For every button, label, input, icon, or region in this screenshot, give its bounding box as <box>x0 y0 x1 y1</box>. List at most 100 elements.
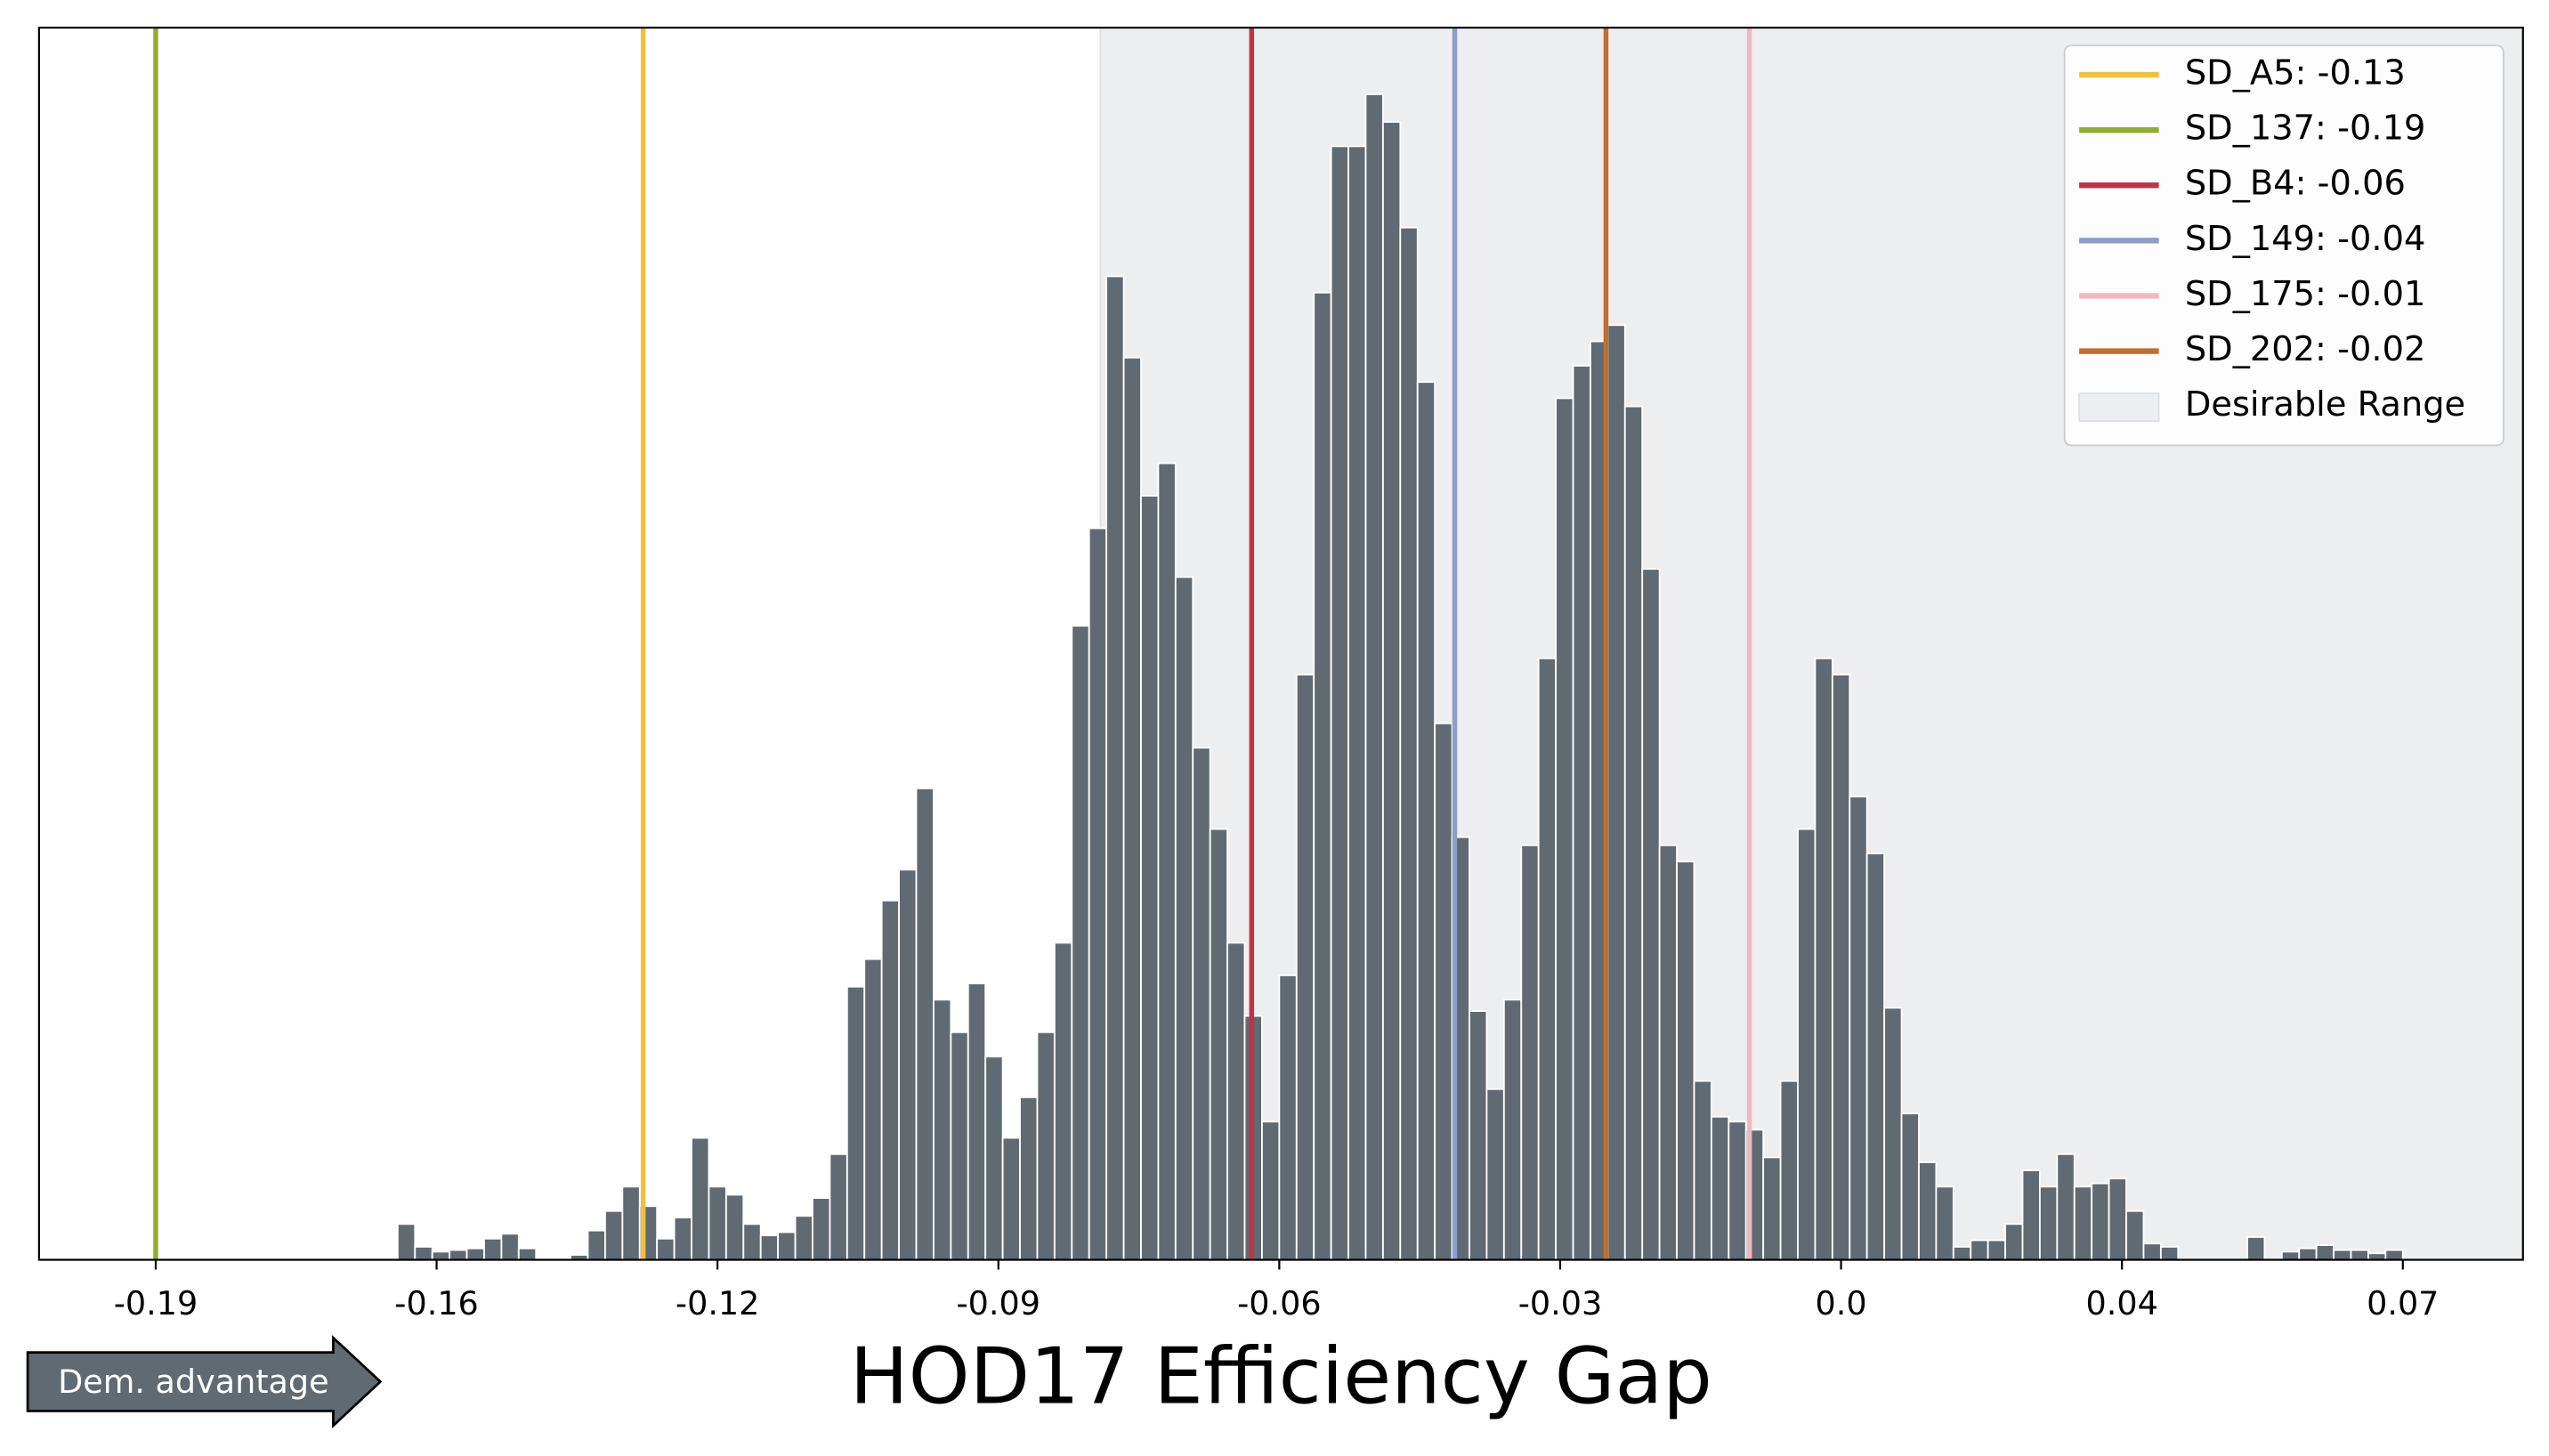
bar <box>1313 291 1332 1261</box>
bar <box>604 1209 624 1261</box>
bar <box>898 869 918 1261</box>
bar <box>1676 861 1695 1261</box>
bar <box>1347 145 1367 1261</box>
bar <box>724 1193 745 1261</box>
bar <box>1693 1080 1712 1261</box>
bar <box>967 983 987 1261</box>
bar <box>1088 527 1108 1261</box>
bar <box>2159 1246 2180 1261</box>
annotation: Dem. advantage <box>58 1363 328 1401</box>
bar <box>1987 1239 2006 1261</box>
bar <box>1157 462 1177 1261</box>
bar <box>1469 1010 1488 1261</box>
x-tick-label: -0.12 <box>676 1284 759 1323</box>
bar <box>1140 495 1160 1261</box>
bar <box>2246 1236 2266 1261</box>
bar <box>2298 1247 2318 1261</box>
bar <box>1330 145 1349 1261</box>
bar <box>656 1237 676 1261</box>
legend-label: SD_149: -0.04 <box>2185 219 2426 259</box>
bar <box>2108 1177 2127 1261</box>
legend-label: SD_202: -0.02 <box>2185 329 2426 369</box>
x-tick-label: -0.06 <box>1237 1284 1321 1323</box>
bar <box>587 1229 606 1261</box>
x-tick-label: 0.07 <box>2367 1284 2439 1323</box>
bar <box>1641 568 1661 1261</box>
bar <box>915 787 935 1261</box>
bar <box>1762 1156 1782 1261</box>
bar <box>1295 674 1315 1261</box>
bar <box>1105 275 1125 1261</box>
bar <box>1831 674 1851 1261</box>
bar <box>1606 324 1626 1261</box>
bar <box>449 1249 468 1261</box>
bar <box>1399 226 1419 1261</box>
bar <box>777 1231 797 1261</box>
bar <box>691 1136 710 1261</box>
bar <box>933 999 952 1261</box>
bar <box>517 1247 538 1261</box>
bar <box>1434 722 1453 1261</box>
bar <box>1416 381 1436 1261</box>
bar <box>673 1217 692 1261</box>
bar <box>1364 93 1384 1261</box>
legend-label: SD_137: -0.19 <box>2185 109 2426 149</box>
legend-label: SD_B4: -0.06 <box>2185 164 2406 204</box>
bar <box>2333 1249 2352 1261</box>
x-tick-label: -0.03 <box>1518 1284 1602 1323</box>
bar <box>2125 1209 2145 1261</box>
x-axis-label: HOD17 Efficiency Gap <box>850 1331 1712 1421</box>
annotation-arrow <box>26 1335 383 1428</box>
bar <box>1192 747 1211 1261</box>
bar <box>1261 1120 1281 1261</box>
bar <box>1537 657 1558 1261</box>
bar <box>1278 974 1298 1261</box>
legend-label: SD_A5: -0.13 <box>2185 53 2406 93</box>
bar <box>2056 1153 2076 1261</box>
bar <box>846 985 866 1261</box>
bar <box>2367 1252 2387 1261</box>
x-tick-label: -0.19 <box>114 1284 198 1323</box>
bar <box>621 1185 641 1261</box>
bar <box>1710 1115 1730 1261</box>
bar <box>742 1223 762 1261</box>
bar <box>1849 796 1868 1261</box>
bar <box>2142 1242 2162 1261</box>
bar <box>863 958 883 1261</box>
bar <box>1502 999 1523 1261</box>
bar <box>880 899 900 1261</box>
bar <box>2004 1223 2024 1261</box>
bar <box>1797 828 1817 1261</box>
bar <box>950 1031 969 1261</box>
bar <box>1572 365 1591 1261</box>
bar <box>1001 1136 1021 1261</box>
bar <box>1779 1080 1799 1261</box>
bar <box>2091 1182 2110 1261</box>
bar <box>1900 1112 1920 1261</box>
bar <box>1036 1031 1056 1261</box>
bar <box>1658 844 1678 1261</box>
bar <box>2280 1250 2301 1261</box>
bar <box>1623 405 1644 1261</box>
bar <box>414 1246 433 1261</box>
bar <box>1520 844 1540 1261</box>
bar <box>1883 1007 1903 1261</box>
bar <box>1970 1239 1989 1261</box>
bar <box>1381 121 1402 1261</box>
bar <box>1814 657 1833 1261</box>
bar <box>759 1234 780 1261</box>
bar <box>1952 1246 1972 1261</box>
bar <box>1071 625 1090 1261</box>
bar <box>1122 356 1142 1261</box>
bar <box>396 1223 417 1261</box>
bar <box>708 1185 727 1261</box>
legend-swatch <box>2078 392 2160 422</box>
bar <box>431 1250 451 1261</box>
bar <box>984 1056 1004 1261</box>
bar <box>2021 1169 2041 1261</box>
bar <box>1935 1185 1954 1261</box>
x-tick-label: 0.0 <box>1816 1284 1867 1323</box>
bar <box>2350 1249 2369 1261</box>
bar <box>1555 397 1574 1261</box>
